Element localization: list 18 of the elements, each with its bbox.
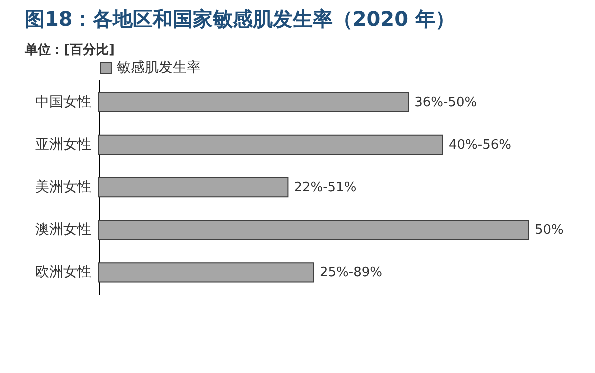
data-label: 22%-51% (294, 180, 357, 196)
chart-title: 图18：各地区和国家敏感肌发生率（2020 年） (25, 7, 456, 31)
y-tick-label: 美洲女性 (36, 180, 92, 196)
legend-label: 敏感肌发生率 (117, 60, 201, 76)
bar (98, 92, 410, 112)
bar (98, 134, 444, 156)
bar (98, 262, 314, 283)
y-tick-label: 亚洲女性 (36, 136, 92, 153)
y-tick-label: 中国女性 (36, 94, 92, 110)
data-label: 50% (535, 223, 564, 238)
data-label: 40%-56% (449, 138, 512, 153)
text: 单位：[百分比] (24, 42, 115, 58)
y-tick-label: 欧洲女性 (36, 264, 92, 281)
bar (98, 220, 530, 240)
data-label: 36%-50% (414, 95, 478, 110)
bar (98, 177, 289, 198)
data-label: 25%-89% (320, 266, 382, 281)
y-tick-label: 澳洲女性 (36, 222, 92, 238)
